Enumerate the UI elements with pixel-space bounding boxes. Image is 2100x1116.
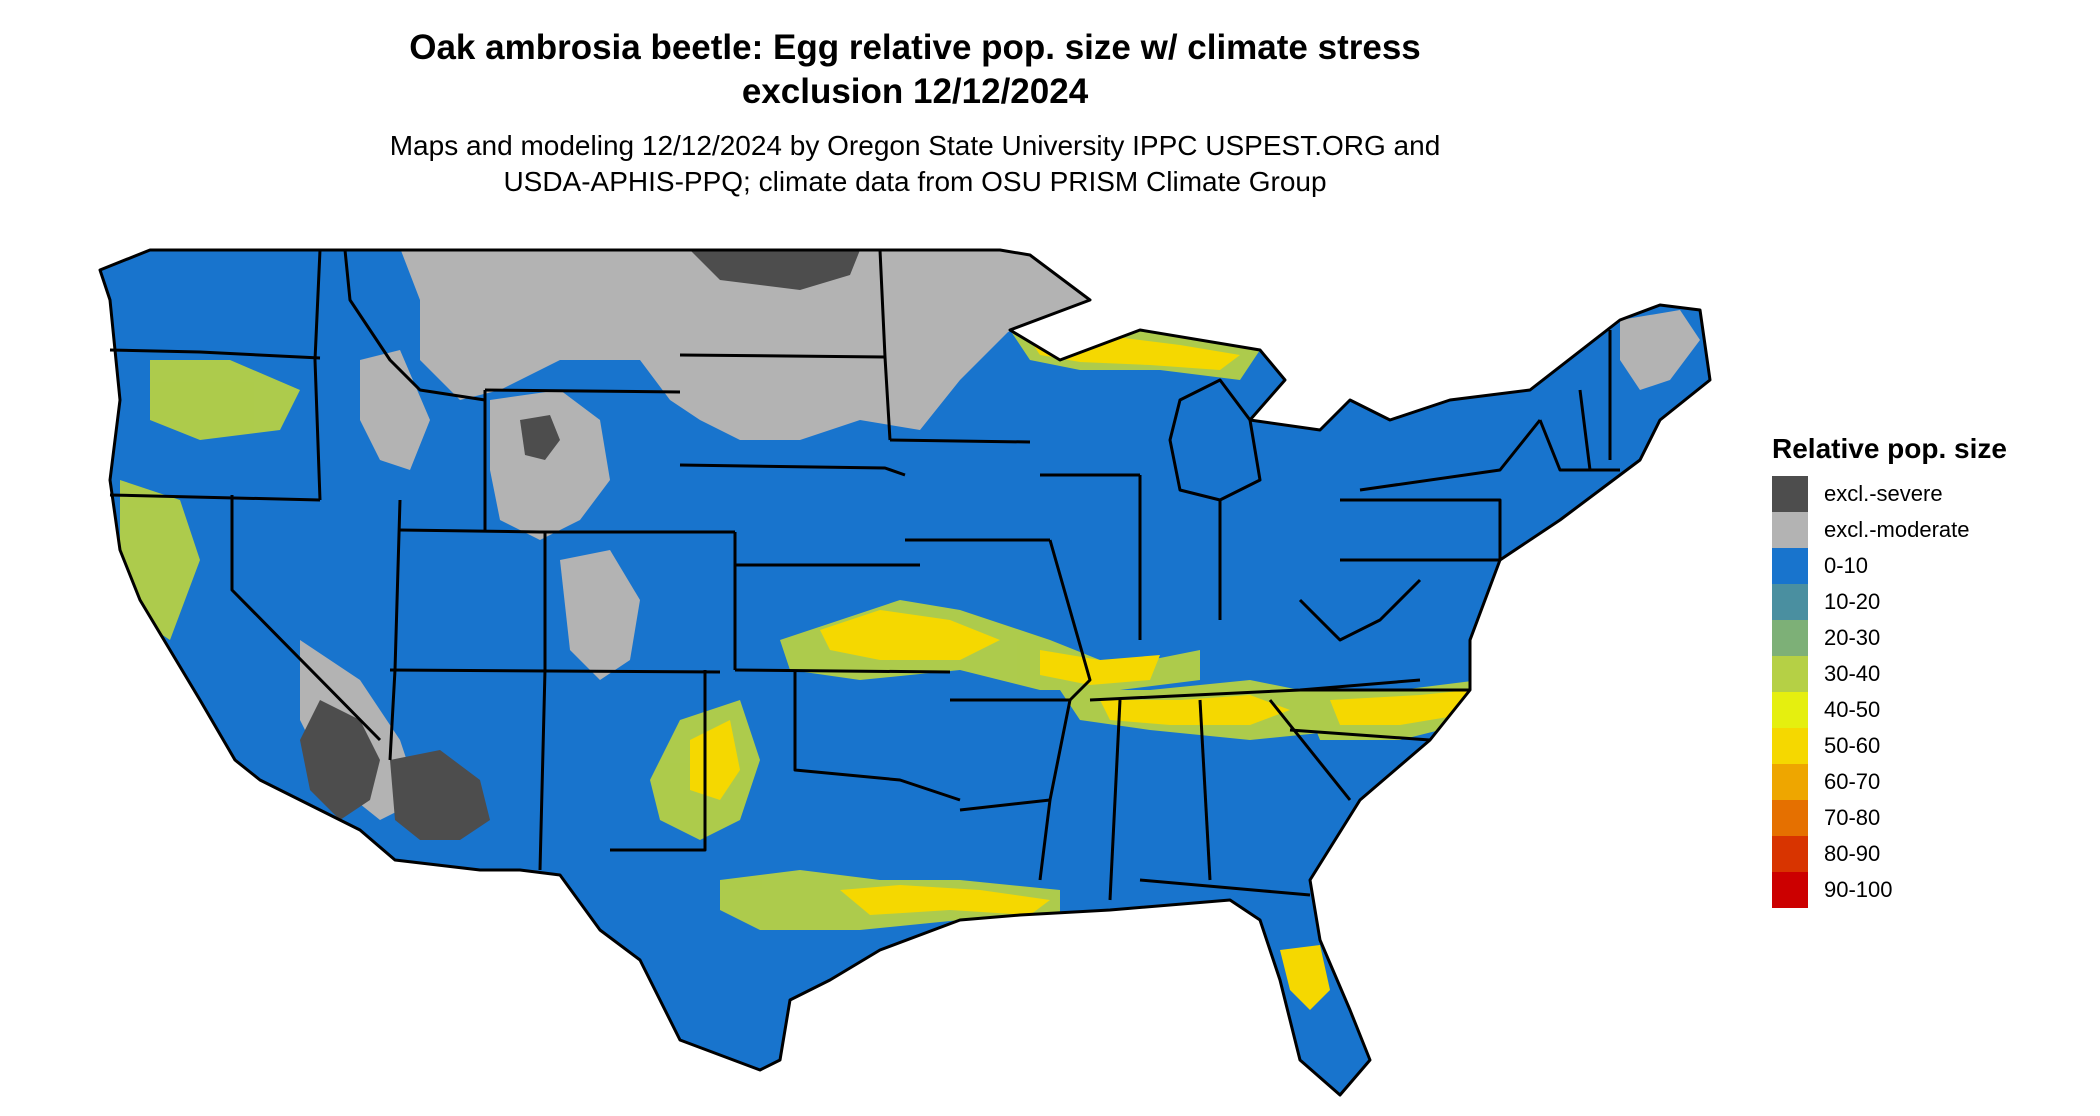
legend-swatch <box>1772 836 1808 872</box>
legend-label: 90-100 <box>1824 877 1893 902</box>
border-az-nm <box>538 532 547 871</box>
exclusion-severe-areas <box>300 250 860 840</box>
legend-label: excl.-moderate <box>1824 517 1970 542</box>
legend-item-90-100: 90-100 <box>1772 872 2007 908</box>
border-vt-nh <box>1578 389 1592 471</box>
border-ms-al <box>1108 699 1122 901</box>
border-ia-north <box>889 438 1031 444</box>
legend-swatch <box>1772 764 1808 800</box>
border-nc-sc <box>1289 728 1431 742</box>
legend-title: Relative pop. size <box>1772 433 2007 464</box>
upper-great-lakes-exclusion <box>870 250 1090 390</box>
map-subtitle-line-2: USDA-APHIS-PPQ; climate data from OSU PR… <box>503 166 1327 197</box>
legend-swatch <box>1772 656 1808 692</box>
oregon-band <box>150 360 300 440</box>
kansas-high-band <box>820 610 1000 660</box>
arizona-severe <box>390 750 490 840</box>
legend-item-70-80: 70-80 <box>1772 800 2007 836</box>
border-al-ga <box>1198 699 1212 881</box>
legend-item-0-10: 0-10 <box>1772 548 2007 584</box>
border-or-ca-nv <box>109 493 321 502</box>
us-outline <box>98 248 1712 1097</box>
legend-swatch <box>1772 476 1808 512</box>
border-ny-pa <box>1359 419 1542 492</box>
legend-swatch <box>1772 512 1808 548</box>
border-mo-east <box>1048 539 1092 702</box>
legend-label: 60-70 <box>1824 769 1881 794</box>
legend-label: 0-10 <box>1824 553 1869 578</box>
border-mn-west <box>878 249 892 441</box>
border-wa-or <box>109 348 321 360</box>
legend-swatch <box>1772 620 1808 656</box>
border-ok-tx <box>793 672 961 802</box>
wyoming-severe <box>520 415 560 460</box>
legend-label: 80-90 <box>1824 841 1881 866</box>
legend-swatch <box>1772 872 1808 908</box>
legend-swatch <box>1772 728 1808 764</box>
legend-label: 50-60 <box>1824 733 1881 758</box>
legend-item-30-40: 30-40 <box>1772 656 2007 692</box>
north-dakota-severe <box>690 250 860 290</box>
west-texas-high-band <box>690 720 740 800</box>
border-wv-va <box>1298 578 1422 642</box>
maine-exclusion <box>1620 310 1700 390</box>
legend-label: 70-80 <box>1824 805 1881 830</box>
border-pa <box>1340 498 1502 562</box>
legend-label: excl.-severe <box>1824 481 1943 506</box>
legend: Relative pop. size excl.-severe excl.-mo… <box>1772 432 2007 908</box>
border-ar-la <box>950 698 1072 812</box>
missouri-high-band <box>1040 650 1160 685</box>
idaho-exclusion <box>360 350 430 470</box>
florida-high-band <box>1280 945 1330 1010</box>
legend-swatch <box>1772 692 1808 728</box>
border-sd-ne <box>679 463 906 477</box>
legend-label: 10-20 <box>1824 589 1881 614</box>
legend-swatch <box>1772 800 1808 836</box>
legend-item-excl-severe: excl.-severe <box>1772 476 2007 512</box>
legend-label: 30-40 <box>1824 661 1881 686</box>
colorado-rockies-exclusion <box>560 550 640 680</box>
legend-label: 40-50 <box>1824 697 1881 722</box>
legend-item-excl-moderate: excl.-moderate <box>1772 512 2007 548</box>
gulf-high-band <box>840 885 1050 915</box>
border-ga-fl <box>1139 878 1311 897</box>
tennessee-high-band <box>1100 695 1290 725</box>
border-wy-co-ut <box>399 528 735 534</box>
map-subtitle-line-1: Maps and modeling 12/12/2024 by Oregon S… <box>389 130 1441 161</box>
wyoming-exclusion <box>490 390 610 540</box>
california-desert-severe <box>300 700 380 820</box>
border-mt-wy <box>484 388 681 394</box>
map-title-line-2: exclusion 12/12/2024 <box>741 72 1089 111</box>
legend-item-20-30: 20-30 <box>1772 620 2007 656</box>
border-nm-tx <box>610 670 707 852</box>
border-dakotas <box>679 353 886 359</box>
legend-item-60-70: 60-70 <box>1772 764 2007 800</box>
legend-item-10-20: 10-20 <box>1772 584 2007 620</box>
legend-item-80-90: 80-90 <box>1772 836 2007 872</box>
border-la-ms <box>1038 799 1052 881</box>
us-land <box>100 250 1710 1095</box>
border-new-england <box>1538 419 1620 472</box>
border-ks-ok <box>734 668 951 674</box>
legend-swatch <box>1772 584 1808 620</box>
border-ca-nv <box>230 495 382 742</box>
virginia-high-band <box>1330 690 1470 725</box>
legend-swatch <box>1772 548 1808 584</box>
legend-item-40-50: 40-50 <box>1772 692 2007 728</box>
border-mi-lower <box>1168 378 1262 502</box>
legend-label: 20-30 <box>1824 625 1881 650</box>
border-ga-sc <box>1268 699 1352 801</box>
map-title-line-1: Oak ambrosia beetle: Egg relative pop. s… <box>409 28 1421 67</box>
border-id-mt <box>343 249 486 402</box>
border-id-west <box>313 249 322 501</box>
border-ut-az <box>389 668 721 674</box>
state-borders <box>98 248 1712 1097</box>
legend-item-50-60: 50-60 <box>1772 728 2007 764</box>
